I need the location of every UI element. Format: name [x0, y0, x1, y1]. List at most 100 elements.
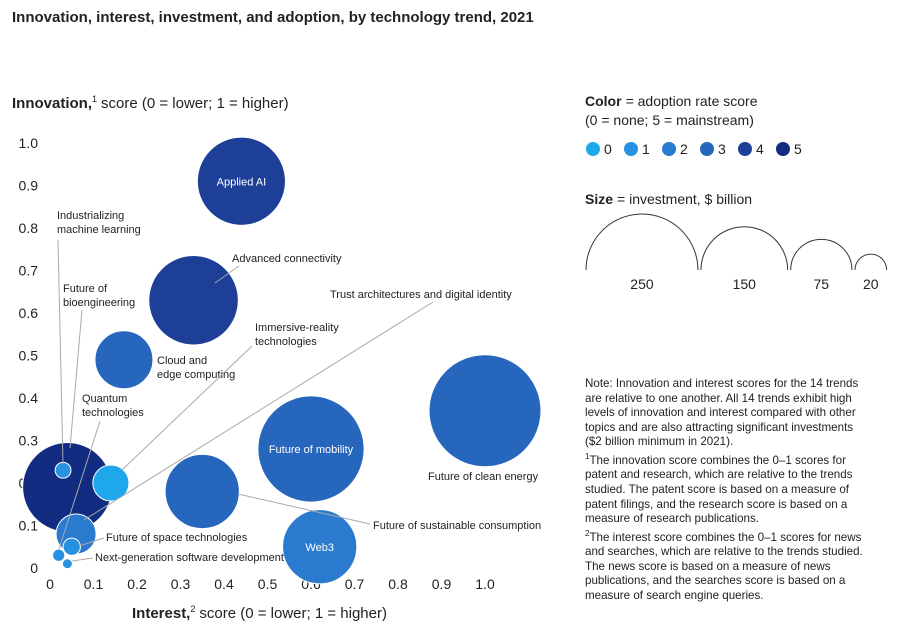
leader-line	[71, 557, 94, 562]
bubble-label: technologies	[255, 336, 317, 348]
y-tick-label: 0.6	[19, 305, 39, 321]
footnote: 2The interest score combines the 0–1 sco…	[585, 527, 865, 604]
y-label-name: Innovation,	[12, 95, 92, 112]
bubble-label: Applied AI	[217, 176, 267, 188]
bubble	[92, 464, 130, 502]
y-tick-label: 0.1	[19, 518, 39, 534]
x-tick-label: 0.8	[388, 576, 408, 592]
leader-line	[58, 420, 101, 550]
legend-swatch	[624, 142, 638, 156]
x-tick-label: 1.0	[475, 576, 495, 592]
y-tick-label: 0.8	[19, 220, 39, 236]
y-tick-label: 0.4	[19, 390, 39, 406]
bubble-label: Quantum	[82, 393, 127, 405]
x-label-ref: 2	[190, 604, 195, 614]
size-legend-text: = investment, $ billion	[617, 191, 752, 207]
color-legend-text: = adoption rate score	[626, 93, 758, 109]
x-label-text: score (0 = lower; 1 = higher)	[199, 605, 387, 622]
bubble-label: bioengineering	[63, 297, 135, 309]
y-label-text: score (0 = lower; 1 = higher)	[101, 95, 289, 112]
bubble-label: Future of mobility	[269, 444, 354, 456]
bubble-label: Web3	[305, 542, 334, 554]
x-axis-label: Interest,2 score (0 = lower; 1 = higher)	[132, 604, 387, 622]
bubble-label: edge computing	[157, 369, 235, 381]
bubble-label: Future of	[63, 283, 108, 295]
bubble-label: Industrializing	[57, 210, 124, 222]
size-legend-name: Size	[585, 191, 613, 207]
bubble-label: Trust architectures and digital identity	[330, 289, 512, 301]
footnote-text: The interest score combines the 0–1 scor…	[585, 530, 863, 603]
bubble	[148, 254, 239, 346]
x-tick-label: 0.2	[127, 576, 147, 592]
bubble-label: Immersive-reality	[255, 322, 339, 334]
bubble	[94, 330, 154, 390]
legend-swatch	[700, 142, 714, 156]
leader-line	[83, 301, 434, 521]
bubble-label: Next-generation software development	[95, 552, 284, 564]
leader-line	[121, 345, 253, 471]
legend-swatch	[738, 142, 752, 156]
x-label-name: Interest,	[132, 605, 190, 622]
legend-label: 3	[718, 141, 726, 157]
bubble	[61, 558, 73, 570]
leader-line	[78, 537, 105, 547]
bubble	[196, 136, 286, 226]
legend-swatch	[662, 142, 676, 156]
footnote-text: The innovation score combines the 0–1 sc…	[585, 453, 853, 526]
note-intro: Note: Innovation and interest scores for…	[585, 377, 859, 449]
y-tick-label: 0.9	[19, 178, 39, 194]
bubble-label: Future of sustainable consumption	[373, 520, 541, 532]
size-legend-label: 250	[630, 276, 654, 292]
color-legend-subtitle: (0 = none; 5 = mainstream)	[585, 112, 754, 128]
leader-line	[69, 309, 83, 449]
bubble-label: machine learning	[57, 224, 141, 236]
footnote-ref: 1	[585, 451, 590, 461]
bubble-label: Future of clean energy	[428, 471, 539, 483]
bubble-label: Advanced connectivity	[232, 253, 342, 265]
footnote-ref: 2	[585, 528, 590, 538]
bubble	[52, 548, 66, 562]
legend-swatch	[776, 142, 790, 156]
y-tick-label: 1.0	[19, 135, 39, 151]
legend-label: 4	[756, 141, 764, 157]
notes: Note: Innovation and interest scores for…	[585, 377, 865, 604]
bubble	[428, 354, 542, 468]
leader-line	[214, 265, 240, 284]
leader-line	[57, 239, 64, 465]
x-tick-label: 0.9	[432, 576, 452, 592]
bubble	[282, 509, 358, 585]
x-tick-label: 0.5	[258, 576, 278, 592]
bubbles	[22, 136, 542, 585]
x-tick-label: 0.7	[345, 576, 365, 592]
x-tick-label: 0.1	[84, 576, 104, 592]
size-legend-arc	[585, 213, 699, 271]
size-legend-label: 75	[814, 276, 830, 292]
size-legend-label: 20	[863, 276, 879, 292]
chart-title: Innovation, interest, investment, and ad…	[12, 9, 534, 26]
bubble	[257, 395, 365, 503]
bubble-label: Cloud and	[157, 355, 207, 367]
legend-label: 0	[604, 141, 612, 157]
x-tick-label: 0	[46, 576, 54, 592]
x-tick-label: 0.3	[171, 576, 191, 592]
y-tick-label: 0.7	[19, 263, 39, 279]
legend-label: 2	[680, 141, 688, 157]
size-legend-arc	[700, 226, 789, 271]
bubble	[62, 537, 81, 556]
size-legend-title: Size = investment, $ billion	[585, 191, 752, 207]
y-axis-label: Innovation,1 score (0 = lower; 1 = higher…	[12, 94, 289, 112]
legend-label: 5	[794, 141, 802, 157]
leader-line	[237, 493, 371, 525]
x-tick-label: 0.4	[214, 576, 234, 592]
footnote: 1The innovation score combines the 0–1 s…	[585, 450, 865, 527]
size-legend-arc	[790, 239, 853, 271]
bubble	[54, 461, 72, 479]
legend-label: 1	[642, 141, 650, 157]
y-label-ref: 1	[92, 94, 97, 104]
size-legend-arc	[854, 253, 888, 271]
labels: Applied AI Advanced connectivity Cloud and…	[57, 176, 541, 564]
bubble	[164, 453, 240, 530]
bubble-label: technologies	[82, 407, 144, 419]
